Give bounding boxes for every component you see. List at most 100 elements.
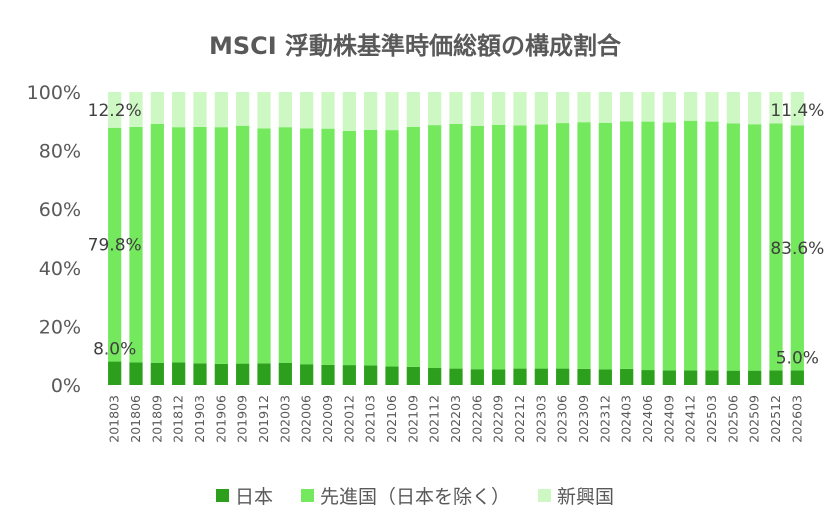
bar-emerging <box>385 92 399 131</box>
x-tick-label: 202306 <box>555 395 570 443</box>
legend-swatch <box>215 489 229 502</box>
bar-japan <box>257 363 271 385</box>
bar-japan <box>577 368 591 385</box>
x-tick-label: 202512 <box>768 395 783 443</box>
bar-japan <box>748 370 762 385</box>
bar-developed <box>214 127 228 364</box>
bar-developed <box>150 123 164 363</box>
bar-developed <box>534 124 548 369</box>
x-tick-label: 202309 <box>576 395 591 443</box>
bar-japan <box>513 368 527 385</box>
x-tick-label: 202409 <box>661 395 676 443</box>
stacked-bar-chart: 0%20%40%60%80%100% 201803 201806 201809 201… <box>27 82 825 443</box>
x-tick-label: 202403 <box>619 395 634 443</box>
legend-label: 新興国 <box>557 486 615 508</box>
bar-emerging <box>428 92 442 126</box>
data-label-emerging-first: 12.2% <box>88 101 142 121</box>
bar-japan <box>342 365 356 385</box>
legend-item-emerging: 新興国 <box>538 482 614 509</box>
bar-japan <box>662 370 676 385</box>
bar-japan <box>449 368 463 385</box>
bar-developed <box>257 128 271 364</box>
x-tick-label: 202206 <box>469 395 484 443</box>
legend-item-japan: 日本 <box>215 482 273 509</box>
bar-developed <box>620 121 634 369</box>
bar-emerging <box>342 92 356 131</box>
bar-developed <box>470 125 484 370</box>
bar-developed <box>193 126 207 364</box>
bar-emerging <box>577 92 591 123</box>
bar-emerging <box>620 92 634 122</box>
x-tick-label: 202106 <box>384 395 399 443</box>
x-tick-label: 202303 <box>533 395 548 443</box>
x-tick-label: 202212 <box>512 395 527 443</box>
bar-japan <box>534 368 548 385</box>
bar-emerging <box>406 92 420 127</box>
bar-emerging <box>449 92 463 124</box>
bar-developed <box>662 122 676 371</box>
bar-japan <box>790 370 804 385</box>
bar-developed <box>172 127 186 363</box>
bar-stacks <box>108 92 804 385</box>
bar-developed <box>513 125 527 369</box>
bar-emerging <box>300 92 314 129</box>
bar-developed <box>108 127 122 362</box>
bar-developed <box>748 124 762 371</box>
bar-emerging <box>150 92 164 124</box>
bar-developed <box>385 130 399 367</box>
bar-emerging <box>257 92 271 129</box>
legend-swatch <box>538 489 551 502</box>
y-tick-label: 100% <box>27 82 81 104</box>
bar-emerging <box>214 92 228 128</box>
y-axis: 0% 20% 40% 60% 80% 100% <box>27 82 81 397</box>
x-tick-label: 202203 <box>448 395 463 443</box>
bar-emerging <box>598 92 612 123</box>
bar-japan <box>641 370 655 385</box>
bar-developed <box>556 123 570 369</box>
bar-emerging <box>684 92 698 121</box>
x-tick-label: 201903 <box>192 395 207 443</box>
y-tick-label: 40% <box>39 258 81 280</box>
bar-japan <box>172 362 186 385</box>
y-tick-label: 20% <box>39 316 81 338</box>
bar-developed <box>492 124 506 370</box>
bar-emerging <box>748 92 762 125</box>
bar-emerging <box>641 92 655 122</box>
y-tick-label: 0% <box>51 375 81 397</box>
bar-japan <box>556 368 570 385</box>
y-tick-label: 60% <box>39 199 81 221</box>
x-tick-label: 202103 <box>363 395 378 443</box>
bar-japan <box>150 362 164 385</box>
legend-label: 日本 <box>234 486 273 508</box>
bar-developed <box>342 130 356 366</box>
bar-developed <box>641 121 655 371</box>
data-labels: 8.0% 79.8% 12.2% 5.0% 83.6% 11.4% <box>88 101 825 368</box>
x-tick-label: 202509 <box>747 395 762 443</box>
bar-japan <box>193 363 207 385</box>
bar-developed <box>428 125 442 369</box>
bar-japan <box>428 368 442 385</box>
bar-emerging <box>172 92 186 128</box>
bar-emerging <box>513 92 527 126</box>
bar-emerging <box>321 92 335 129</box>
x-tick-label: 202109 <box>405 395 420 443</box>
x-axis: 201803 201806 201809 201812 201903 201906 2019… <box>107 395 805 443</box>
bar-japan <box>278 362 292 385</box>
bar-emerging <box>236 92 250 126</box>
data-label-japan-first: 8.0% <box>93 340 136 360</box>
bar-emerging <box>534 92 548 125</box>
chart-title: MSCI 浮動株基準時価総額の構成割合 <box>208 32 622 60</box>
x-tick-label: 201912 <box>256 395 271 443</box>
bar-japan <box>705 370 719 385</box>
bar-developed <box>449 123 463 369</box>
x-tick-label: 201812 <box>171 395 186 443</box>
y-tick-label: 80% <box>39 141 81 163</box>
bar-emerging <box>364 92 378 130</box>
bar-emerging <box>108 92 122 128</box>
bar-japan <box>470 369 484 385</box>
bar-developed <box>769 123 783 371</box>
data-label-developed-last: 83.6% <box>770 239 824 259</box>
x-tick-label: 202003 <box>277 395 292 443</box>
bar-japan <box>598 369 612 385</box>
bar-japan <box>236 363 250 385</box>
